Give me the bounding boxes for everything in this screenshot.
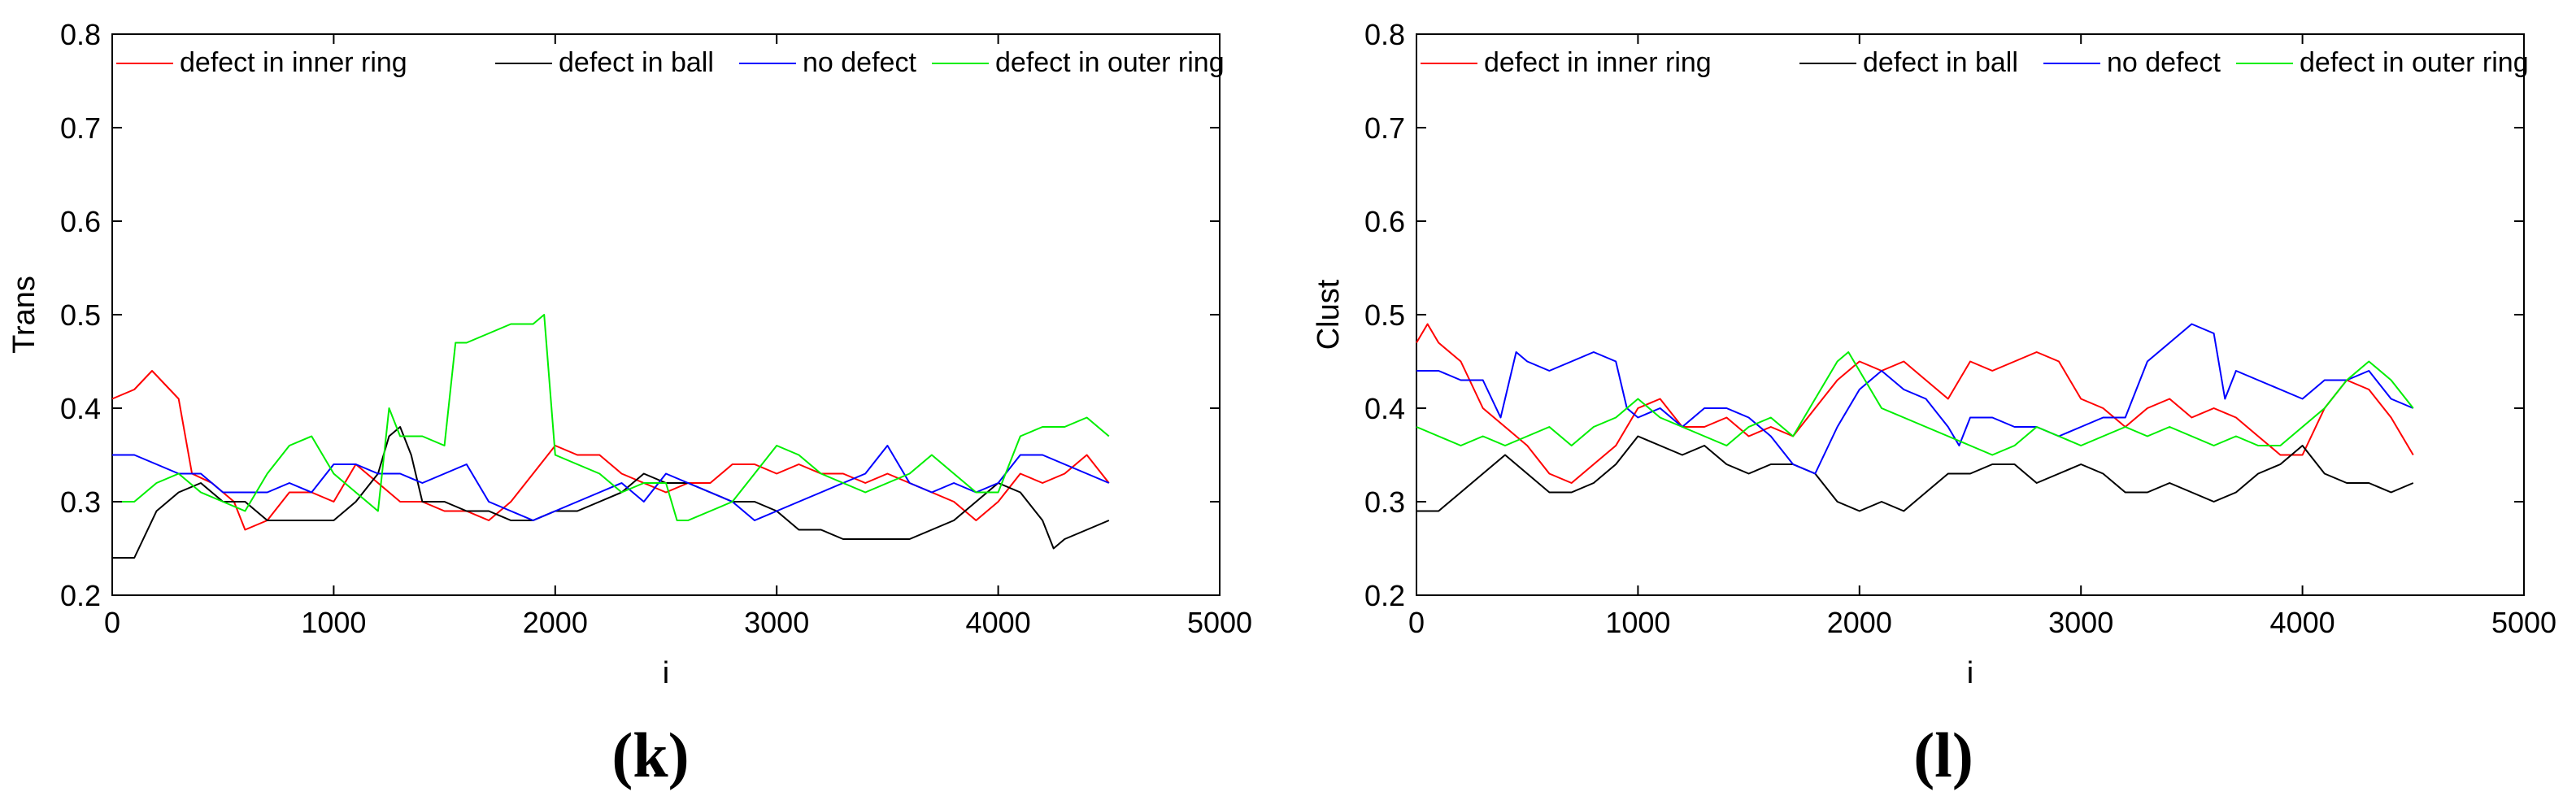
chart-0-legend-label-2: no defect xyxy=(803,47,916,78)
chart-1-x-tick-label-5: 5000 xyxy=(2491,606,2556,639)
chart-1-series-line-0 xyxy=(1416,323,2414,484)
chart-1-y-tick-label-2: 0.4 xyxy=(1364,392,1405,425)
chart-1-series-line-2 xyxy=(1416,323,2414,475)
chart-1-y-tick-label-1: 0.3 xyxy=(1364,485,1405,519)
chart-0-x-tick-label-0: 0 xyxy=(104,606,120,639)
chart-1-panel: 0 1000 2000 3000 4000 5000 0.2 0.3 0.4 0.5 0.6 0.7 0… xyxy=(1312,18,2556,790)
chart-0-x-tick-label-3: 3000 xyxy=(744,606,809,639)
chart-0-series-line-2 xyxy=(112,445,1110,521)
chart-0-y-tick-label-3: 0.5 xyxy=(60,298,101,332)
chart-1-x-axis-label: i xyxy=(1967,656,1973,690)
chart-0-x-axis-label: i xyxy=(663,656,669,690)
chart-0-plot-area xyxy=(111,33,1221,596)
chart-0-y-tick-label-6: 0.8 xyxy=(60,18,101,51)
chart-0-y-tick-label-0: 0.2 xyxy=(60,579,101,612)
chart-1-y-tick-label-3: 0.5 xyxy=(1364,298,1405,332)
chart-1-y-tick-label-5: 0.7 xyxy=(1364,111,1405,145)
chart-0-x-tick-label-2: 2000 xyxy=(523,606,588,639)
chart-0-legend: defect in inner ring defect in ball no def… xyxy=(116,47,1225,78)
chart-0-x-tick-label-5: 5000 xyxy=(1187,606,1252,639)
chart-1-y-tick-label-4: 0.6 xyxy=(1364,205,1405,238)
chart-0-legend-label-1: defect in ball xyxy=(559,47,714,78)
chart-0-y-tick-label-4: 0.6 xyxy=(60,205,101,238)
chart-1-y-tick-label-6: 0.8 xyxy=(1364,18,1405,51)
chart-1-x-tick-label-0: 0 xyxy=(1408,606,1425,639)
chart-0-x-tick-label-1: 1000 xyxy=(301,606,366,639)
chart-0-y-tick-label-5: 0.7 xyxy=(60,111,101,145)
chart-1-x-tick-label-1: 1000 xyxy=(1605,606,1670,639)
chart-0-x-tick-label-4: 4000 xyxy=(966,606,1031,639)
chart-0-series-line-1 xyxy=(112,426,1110,559)
chart-1-legend-label-0: defect in inner ring xyxy=(1484,47,1712,78)
chart-1-plot-area xyxy=(1416,33,2525,596)
chart-0-y-tick-label-2: 0.4 xyxy=(60,392,101,425)
chart-0-caption: (k) xyxy=(611,720,689,790)
chart-0-y-axis-label: Trans xyxy=(7,276,41,354)
chart-0-panel: 0 1000 2000 3000 4000 5000 0.2 0.3 0.4 0.5 0.6 0.7 0… xyxy=(7,18,1252,790)
chart-1-legend-label-1: defect in ball xyxy=(1863,47,2018,78)
chart-1-legend-label-3: defect in outer ring xyxy=(2300,47,2529,78)
chart-0-series-line-0 xyxy=(111,370,1110,531)
chart-0-legend-label-3: defect in outer ring xyxy=(995,47,1225,78)
chart-1-x-tick-label-3: 3000 xyxy=(2048,606,2113,639)
chart-1-legend-label-2: no defect xyxy=(2107,47,2221,78)
chart-1-series-line-3 xyxy=(1416,351,2414,456)
chart-0-legend-label-0: defect in inner ring xyxy=(180,47,407,78)
chart-0-series-line-3 xyxy=(112,314,1110,521)
chart-1-caption: (l) xyxy=(1913,720,1973,790)
chart-1-y-axis-label: Clust xyxy=(1312,279,1346,350)
chart-0-y-tick-label-1: 0.3 xyxy=(60,485,101,519)
chart-1-legend: defect in inner ring defect in ball no def… xyxy=(1421,47,2529,78)
chart-1-x-tick-label-2: 2000 xyxy=(1827,606,1892,639)
chart-1-y-tick-label-0: 0.2 xyxy=(1364,579,1405,612)
chart-1-x-tick-label-4: 4000 xyxy=(2270,606,2335,639)
chart-1-series-line-1 xyxy=(1416,435,2414,512)
